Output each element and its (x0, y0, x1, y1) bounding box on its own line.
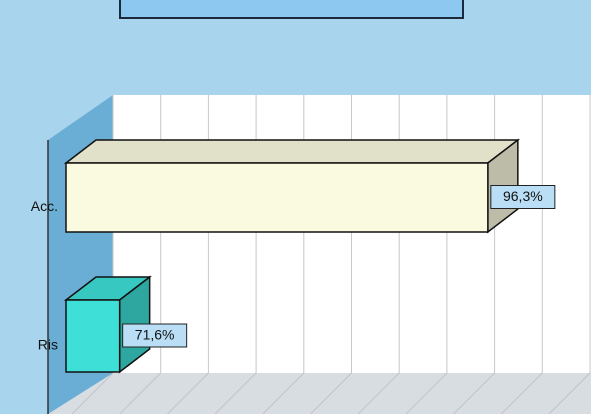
floor (48, 373, 591, 414)
floor-grid-line (167, 372, 209, 414)
value-label-box (490, 185, 556, 209)
value-label: 71,6% (135, 327, 175, 343)
floor-grid-line (119, 372, 162, 414)
floor-grid-line (357, 372, 400, 414)
bar (65, 299, 121, 373)
bar-top (63, 139, 521, 164)
floor-grid-line (548, 372, 591, 414)
title-box (119, 0, 464, 19)
value-label-box (122, 323, 188, 348)
plot: Acc. 96,3% Ris 71,6% (31, 95, 591, 414)
floor-grid-line (262, 372, 305, 414)
floor-grid-line (500, 372, 543, 414)
floor-grid-line (214, 372, 257, 414)
value-label: 96,3% (503, 188, 543, 204)
floor-grid-line (405, 372, 448, 414)
floor-grid-line (453, 372, 495, 414)
y-tick-label: Acc. (31, 198, 58, 214)
y-tick-label: Ris (38, 337, 58, 353)
floor-grid-line (310, 372, 352, 414)
floor-grid-line (71, 372, 114, 414)
bar (65, 162, 489, 233)
